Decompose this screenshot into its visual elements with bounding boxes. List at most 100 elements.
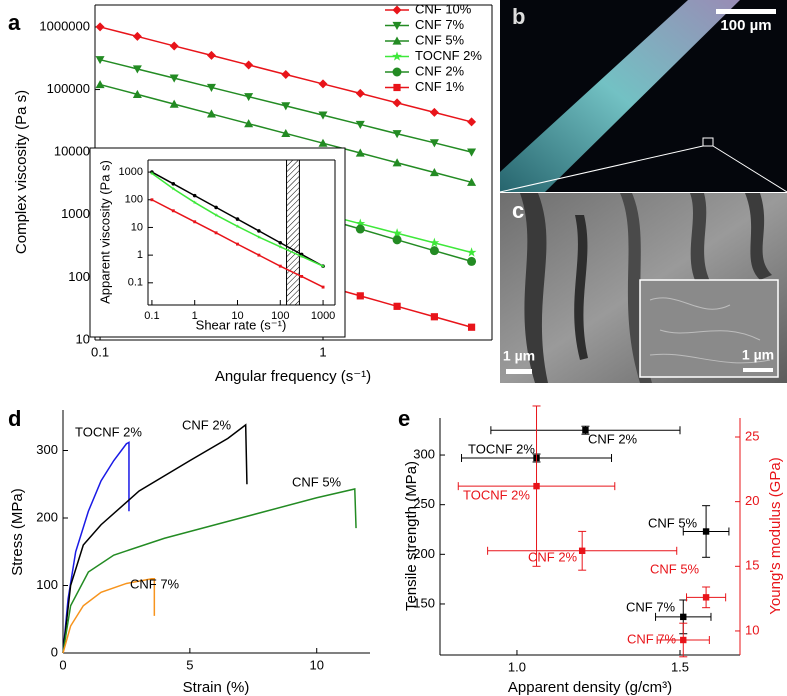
scale-bar — [716, 9, 776, 14]
point — [702, 594, 710, 601]
legend-label: CNF 7% — [415, 17, 465, 32]
marker — [318, 79, 328, 89]
y-tick-label: 0 — [51, 644, 58, 659]
fiber — [500, 0, 740, 192]
series-label: CNF 2% — [182, 417, 232, 432]
marker — [95, 56, 105, 65]
series-label: CNF 5% — [292, 474, 342, 489]
marker — [171, 186, 176, 191]
x-axis-label: Angular frequency (s⁻¹) — [215, 368, 371, 385]
texture — [649, 297, 771, 364]
marker — [95, 22, 105, 32]
marker — [278, 240, 283, 245]
y-tick-label: 100 — [125, 194, 143, 206]
image-c: 1 µm 1 µm c — [500, 193, 787, 383]
y-tick-label: 10 — [76, 331, 90, 346]
marker — [132, 65, 142, 74]
legend-marker — [392, 21, 402, 30]
marker — [430, 313, 438, 321]
legend-marker — [392, 5, 402, 15]
scale-bar — [506, 369, 532, 374]
point-label: CNF 5% — [650, 561, 700, 576]
point — [582, 427, 589, 434]
legend-label: CNF 1% — [415, 79, 465, 94]
y-axis-label: Apparent viscosity (Pa s) — [97, 160, 112, 304]
y-tick-label: 10000 — [54, 144, 90, 159]
y-tick-label: 100 — [68, 269, 90, 284]
marker — [355, 148, 365, 157]
image-inset — [639, 279, 779, 378]
x-axis-label: Strain (%) — [183, 679, 250, 696]
y-tick-label: 250 — [413, 496, 435, 511]
y2-tick-label: 25 — [745, 428, 759, 443]
series-line — [62, 488, 357, 654]
marker — [281, 128, 291, 138]
marker — [355, 218, 366, 228]
marker — [467, 177, 477, 186]
x-tick-label: 0.1 — [91, 344, 109, 359]
marker — [299, 254, 304, 259]
point — [578, 547, 586, 554]
x-tick-label: 1 — [192, 310, 198, 322]
y-tick-label: 200 — [36, 509, 58, 524]
panel-label: e — [398, 406, 410, 431]
hatched-region — [286, 159, 300, 306]
marker — [256, 234, 261, 239]
marker — [236, 242, 239, 246]
marker — [193, 220, 197, 224]
marker — [214, 231, 218, 235]
series-label: TOCNF 2% — [75, 424, 142, 439]
x-axis-label: Shear rate (s⁻¹) — [196, 317, 287, 332]
y-tick-label: 1000 — [61, 206, 90, 221]
marker — [278, 244, 283, 249]
marker — [214, 212, 219, 217]
point-label: TOCNF 2% — [468, 441, 535, 456]
marker — [355, 224, 365, 234]
y-tick-label: 150 — [413, 595, 435, 610]
legend-marker — [392, 67, 402, 77]
marker — [214, 205, 218, 210]
legend-label: CNF 5% — [415, 32, 465, 47]
legend-marker — [392, 36, 402, 45]
marker — [149, 171, 154, 176]
point-label: CNF 7% — [627, 631, 677, 646]
zoom-box — [702, 137, 714, 147]
marker — [392, 228, 403, 238]
scale-bar-label: 100 µm — [720, 17, 771, 34]
point-label: CNF 2% — [588, 431, 638, 446]
marker — [206, 109, 216, 118]
scale-bar-label: 1 µm — [503, 348, 535, 364]
texture — [574, 215, 588, 360]
marker — [321, 264, 326, 268]
texture — [520, 193, 548, 383]
marker — [169, 41, 179, 51]
marker — [466, 247, 477, 257]
panel-label: d — [8, 406, 21, 431]
marker — [281, 102, 291, 111]
texture — [690, 193, 712, 290]
marker — [429, 107, 439, 117]
image-b: 100 µm b — [499, 0, 787, 193]
marker — [429, 168, 439, 177]
point — [680, 613, 687, 621]
y-tick-label: 1000000 — [39, 18, 90, 33]
y-axis-label: Stress (MPa) — [9, 488, 26, 576]
y-tick-label: 100 — [36, 577, 58, 592]
series-line — [62, 578, 156, 654]
y-axis-label: Tensile strength (MPa) — [403, 461, 420, 611]
marker — [429, 237, 440, 248]
legend-label: TOCNF 2% — [415, 48, 482, 63]
marker — [429, 246, 439, 256]
marker — [467, 323, 476, 331]
y-tick-label: 1 — [137, 249, 143, 261]
marker — [321, 285, 325, 289]
marker — [95, 80, 105, 89]
marker — [467, 256, 477, 266]
marker — [392, 158, 402, 167]
marker — [171, 209, 175, 213]
y-tick-label: 300 — [36, 442, 58, 457]
marker — [169, 99, 179, 108]
y2-axis-label: Young's modulus (GPa) — [767, 457, 784, 614]
